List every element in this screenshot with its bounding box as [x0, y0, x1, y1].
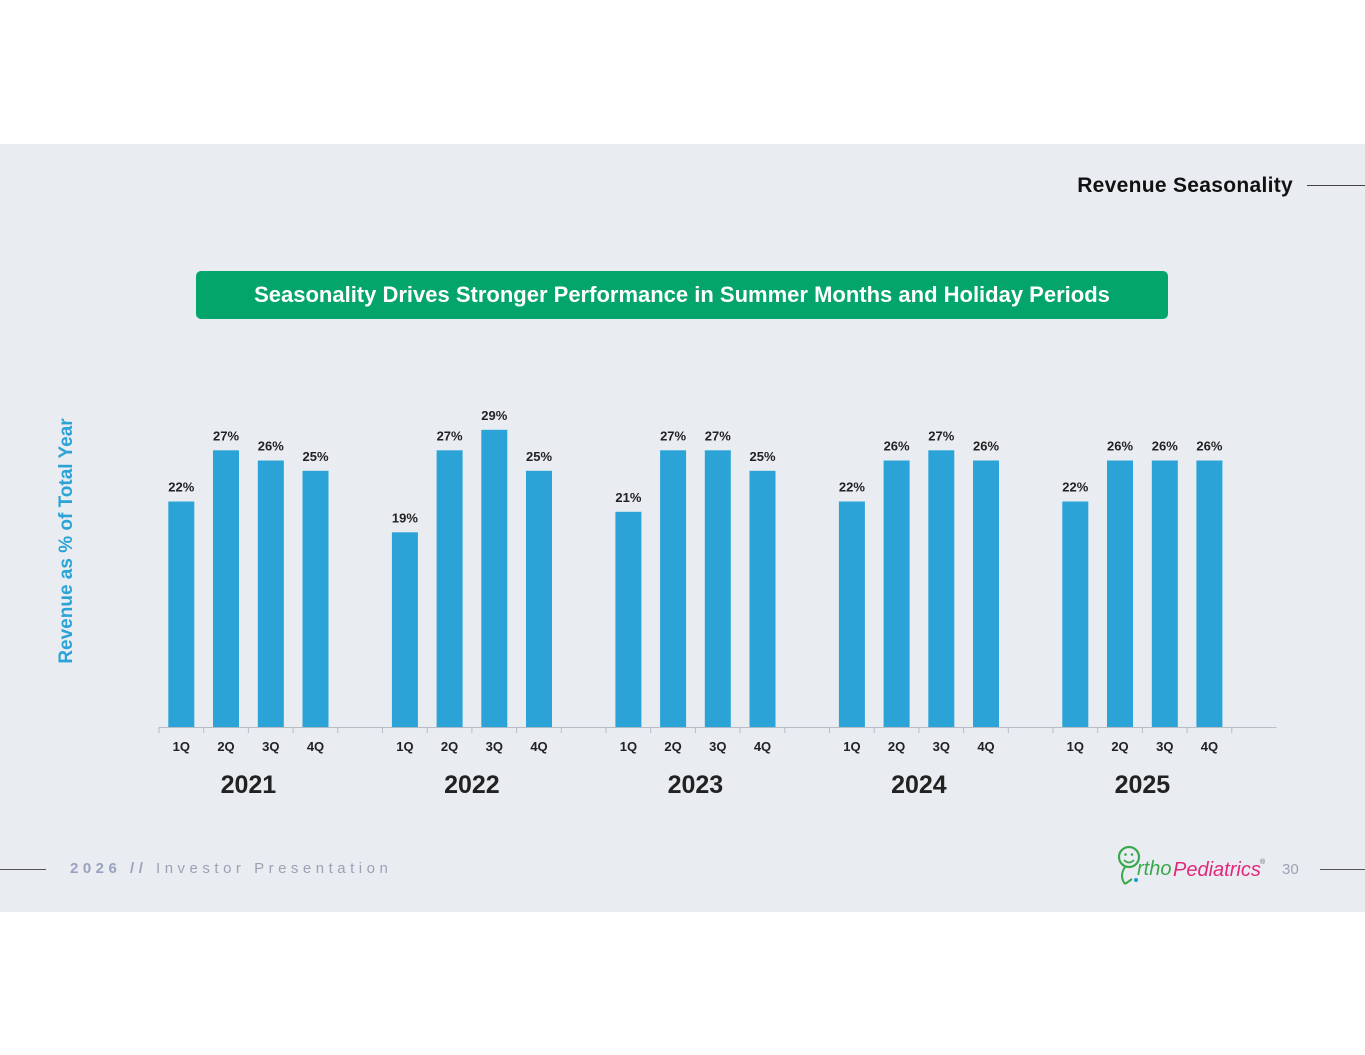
bar-2021-4Q [302, 470, 329, 728]
section-title: Revenue Seasonality [1077, 174, 1293, 197]
bar-2023-1Q [615, 511, 642, 728]
slide: Revenue Seasonality Seasonality Drives S… [0, 144, 1365, 912]
data-label: 26% [973, 439, 999, 454]
quarter-tick-label: 4Q [977, 739, 994, 754]
bar-2021-3Q [257, 460, 284, 727]
bar-2025-3Q [1151, 460, 1178, 727]
bar-2023-4Q [749, 470, 776, 728]
y-axis-title: Revenue as % of Total Year [56, 418, 77, 664]
quarter-tick-label: 1Q [1067, 739, 1084, 754]
year-label: 2023 [668, 771, 724, 799]
quarter-tick-label: 2Q [1111, 739, 1128, 754]
quarter-tick-label: 2Q [441, 739, 458, 754]
bar-2024-3Q [928, 450, 955, 728]
bar-2021-1Q [168, 501, 195, 727]
quarter-tick-label: 3Q [933, 739, 950, 754]
bar-2023-3Q [704, 450, 731, 728]
bar-2022-2Q [436, 450, 463, 728]
bar-2025-1Q [1062, 501, 1089, 727]
quarter-tick-label: 4Q [307, 739, 324, 754]
footer-year: 2026 // [70, 860, 148, 877]
quarter-tick-label: 3Q [709, 739, 726, 754]
bar-2024-1Q [838, 501, 865, 727]
quarter-tick-label: 4Q [530, 739, 547, 754]
quarter-tick-label: 3Q [1156, 739, 1173, 754]
data-label: 22% [168, 480, 194, 495]
headline-text: Seasonality Drives Stronger Performance … [254, 282, 1110, 307]
footer-left-rule [0, 869, 46, 870]
bar-2025-2Q [1107, 460, 1133, 727]
quarter-tick-label: 1Q [620, 739, 637, 754]
data-label: 26% [258, 439, 284, 454]
year-label: 2021 [221, 771, 277, 799]
data-label: 22% [839, 480, 865, 495]
bar-2025-4Q [1196, 460, 1223, 727]
data-label: 27% [928, 428, 954, 443]
revenue-seasonality-chart: Revenue as % of Total Year 22% 1Q 27% 2Q 26% 3… [56, 408, 1277, 799]
data-label: 29% [481, 408, 507, 423]
quarter-tick-label: 2Q [217, 739, 234, 754]
data-label: 25% [302, 449, 328, 464]
logo-registered-mark: ® [1260, 858, 1266, 866]
footer-right-rule [1320, 869, 1365, 870]
footer-text: 2026 // Investor Presentation [70, 860, 392, 877]
bar-2024-2Q [883, 460, 910, 727]
data-label: 27% [705, 428, 731, 443]
bar-2022-3Q [481, 429, 508, 728]
quarter-tick-label: 3Q [486, 739, 503, 754]
data-label: 26% [1196, 439, 1222, 454]
quarter-tick-label: 1Q [173, 739, 190, 754]
logo-text-pediatrics: Pediatrics [1173, 859, 1261, 881]
quarter-tick-label: 2Q [664, 739, 681, 754]
data-label: 26% [1152, 439, 1178, 454]
data-label: 25% [749, 449, 775, 464]
data-label: 26% [1107, 439, 1133, 454]
logo-text-ortho: rtho [1137, 858, 1171, 880]
title-rule [1307, 185, 1365, 186]
quarter-tick-label: 3Q [262, 739, 279, 754]
year-label: 2024 [891, 771, 947, 799]
data-label: 27% [660, 428, 686, 443]
quarter-tick-label: 1Q [396, 739, 413, 754]
data-label: 27% [213, 428, 239, 443]
quarter-tick-label: 1Q [843, 739, 860, 754]
data-label: 27% [437, 428, 463, 443]
quarter-tick-label: 4Q [1201, 739, 1218, 754]
data-label: 26% [884, 439, 910, 454]
footer-title: Investor Presentation [156, 860, 393, 877]
data-label: 22% [1062, 480, 1088, 495]
bar-2023-2Q [660, 450, 687, 728]
year-label: 2022 [444, 771, 500, 799]
data-label: 25% [526, 449, 552, 464]
orthopediatrics-logo: rtho Pediatrics ® [1117, 845, 1266, 885]
bar-2022-4Q [526, 470, 552, 728]
quarter-tick-label: 2Q [888, 739, 905, 754]
quarter-tick-label: 4Q [754, 739, 771, 754]
headline-banner: Seasonality Drives Stronger Performance … [196, 271, 1168, 319]
bar-2021-2Q [213, 450, 239, 728]
year-label: 2025 [1115, 771, 1171, 799]
page-number: 30 [1282, 861, 1299, 878]
data-label: 21% [615, 490, 641, 505]
bar-2022-1Q [391, 532, 418, 728]
data-label: 19% [392, 510, 418, 525]
bar-2024-4Q [973, 460, 999, 727]
